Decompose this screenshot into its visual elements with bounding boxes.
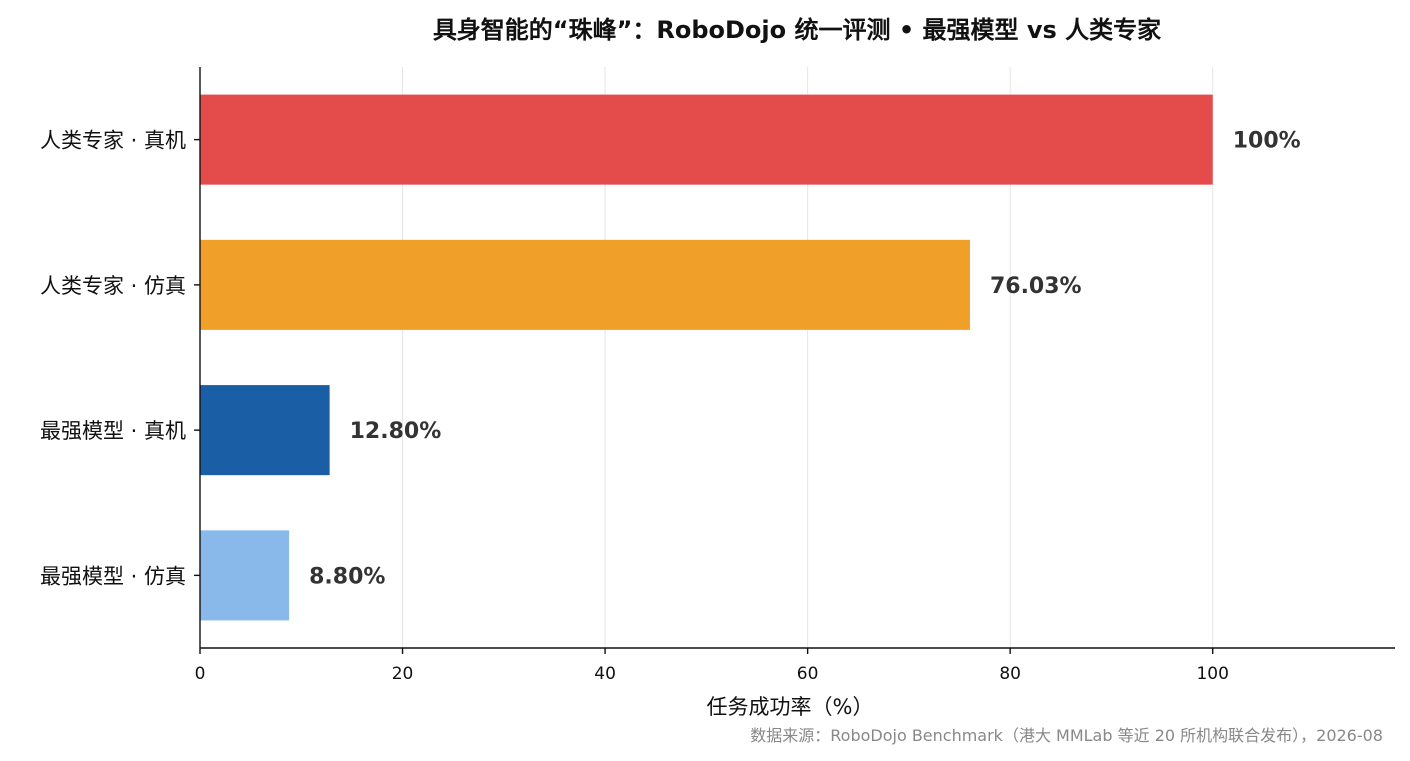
category-label-1: 人类专家 · 仿真 <box>40 274 186 298</box>
bars <box>200 94 1213 621</box>
value-label-0: 100% <box>1233 129 1301 154</box>
bar-2 <box>200 385 330 476</box>
category-label-0: 人类专家 · 真机 <box>40 129 186 153</box>
source-note: 数据来源：RoboDojo Benchmark（港大 MMLab 等近 20 所… <box>750 726 1383 745</box>
x-tick-label-0: 0 <box>195 664 206 684</box>
chart-title: 具身智能的“珠峰”：RoboDojo 统一评测 • 最强模型 vs 人类专家 <box>433 16 1161 44</box>
value-label-2: 12.80% <box>350 419 442 444</box>
bar-0 <box>200 94 1213 185</box>
x-axis-title: 任务成功率（%） <box>707 695 874 719</box>
x-tick-labels: 0 20 40 60 80 100 <box>195 648 1229 684</box>
value-labels: 100% 76.03% 12.80% 8.80% <box>309 129 1301 590</box>
x-tick-label-20: 20 <box>392 664 414 684</box>
value-label-3: 8.80% <box>309 564 385 589</box>
x-tick-label-60: 60 <box>797 664 819 684</box>
bar-1 <box>200 239 970 330</box>
value-label-1: 76.03% <box>990 274 1082 299</box>
x-tick-label-80: 80 <box>999 664 1021 684</box>
category-label-3: 最强模型 · 仿真 <box>40 564 186 588</box>
x-tick-label-100: 100 <box>1196 664 1228 684</box>
bar-3 <box>200 530 290 621</box>
x-tick-label-40: 40 <box>594 664 616 684</box>
category-label-2: 最强模型 · 真机 <box>40 419 186 443</box>
